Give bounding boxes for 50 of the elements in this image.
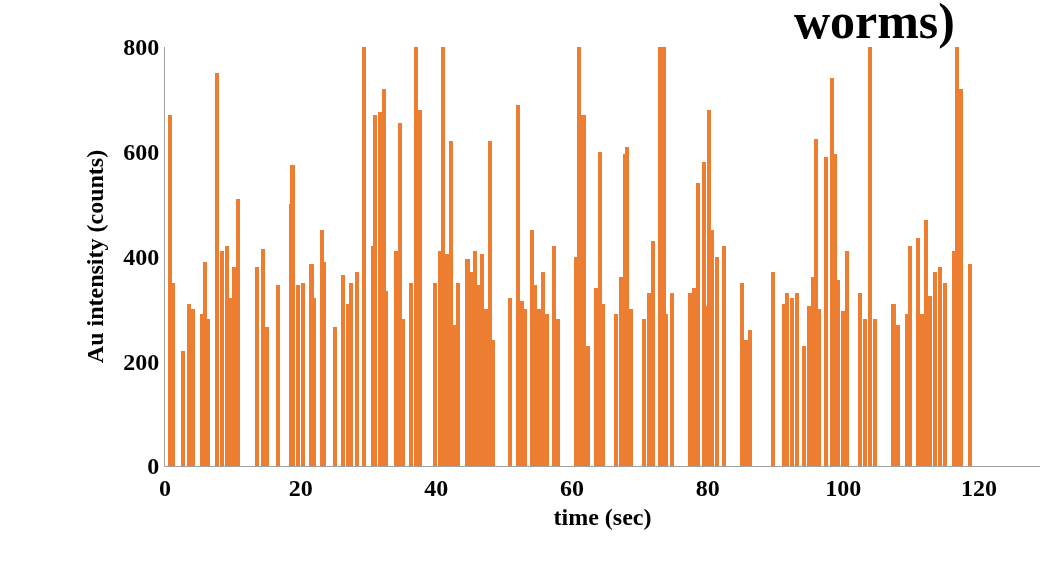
bar [771, 272, 775, 466]
y-tick-label: 400 [123, 243, 160, 270]
bar [552, 246, 556, 466]
bar [916, 238, 920, 466]
x-tick-label: 20 [288, 474, 313, 501]
x-tick-label: 60 [559, 474, 584, 501]
bar [261, 249, 265, 466]
y-tick-label: 800 [123, 34, 160, 61]
bar [355, 272, 359, 466]
x-tick-label: 100 [825, 474, 862, 501]
bar [362, 47, 366, 466]
chart-title: worms) [793, 0, 955, 49]
bar [276, 285, 280, 466]
bar [908, 246, 912, 466]
bar [349, 283, 353, 466]
bar [748, 330, 752, 466]
bar [465, 259, 470, 466]
bar [456, 283, 460, 466]
bar [722, 246, 726, 466]
bar [255, 267, 259, 466]
bar [488, 141, 492, 466]
bar [696, 183, 700, 466]
y-tick-label: 600 [123, 139, 160, 166]
bar [968, 264, 972, 466]
bar [341, 275, 345, 466]
y-tick-label: 0 [147, 453, 160, 480]
bar [187, 304, 191, 466]
bar [333, 327, 337, 466]
x-tick-label: 80 [695, 474, 720, 501]
y-tick-label: 200 [123, 348, 160, 375]
bar [516, 105, 520, 466]
x-tick-label: 40 [424, 474, 449, 501]
bar [441, 47, 445, 466]
bar [480, 254, 484, 466]
bar [625, 147, 629, 466]
bar [670, 293, 674, 466]
bar [181, 351, 185, 466]
bar [891, 304, 896, 466]
bar [924, 220, 928, 466]
x-axis-title: time (sec) [553, 504, 652, 531]
bar [658, 47, 662, 466]
bar [740, 283, 744, 466]
bar [824, 157, 828, 466]
y-axis-title: Au intensity (counts) [82, 149, 109, 364]
bar [845, 251, 849, 466]
bar [508, 298, 512, 466]
x-tick-label: 120 [960, 474, 997, 501]
bar [955, 47, 959, 466]
bar [236, 199, 240, 466]
bar [651, 241, 655, 466]
